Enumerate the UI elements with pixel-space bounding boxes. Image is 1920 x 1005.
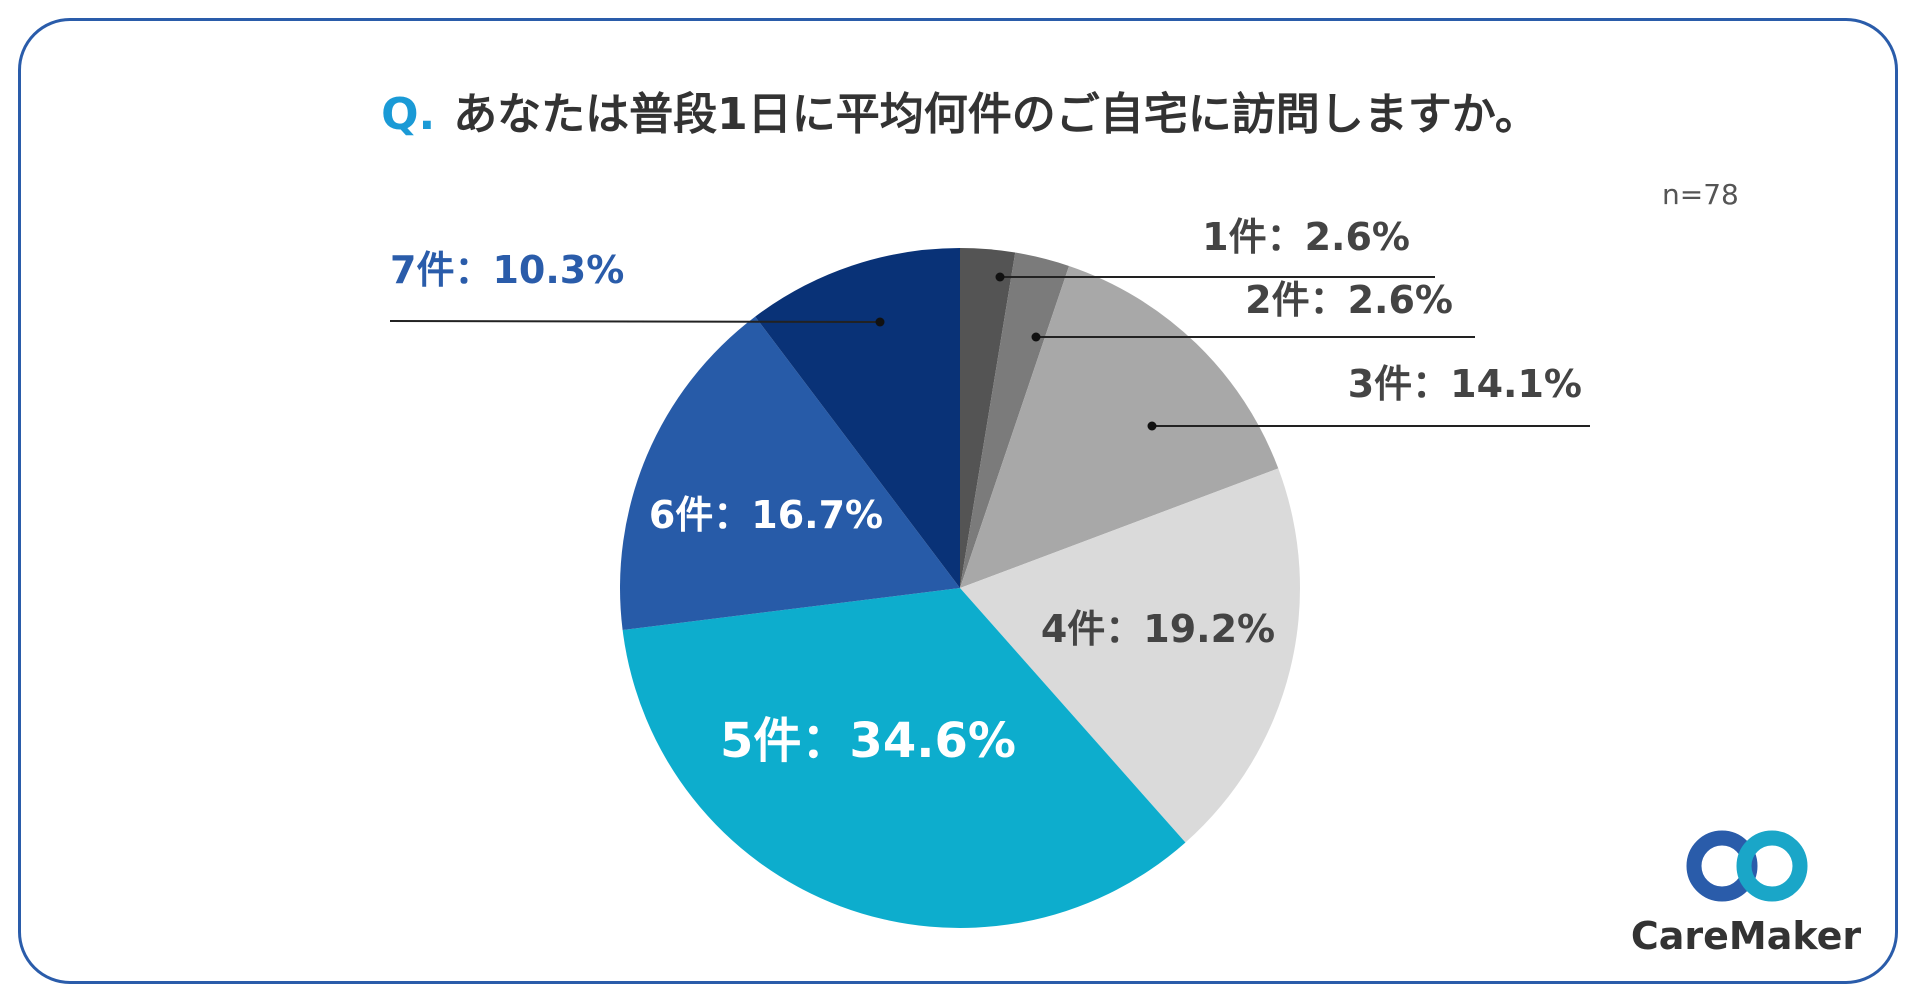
leader-line-7: [389, 320, 881, 323]
slice-label-4: 4件：19.2%: [1041, 607, 1275, 651]
pie-slice-7: [755, 248, 960, 588]
slice-label-2: 2件：2.6%: [1245, 278, 1453, 322]
caremaker-logo: CareMaker: [1626, 822, 1866, 962]
question-mark: Q.: [381, 89, 436, 140]
question-text: あなたは普段1日に平均何件のご自宅に訪問しますか。: [453, 89, 1539, 140]
slice-label-6: 6件：16.7%: [649, 493, 883, 537]
leader-dot-7: [875, 317, 885, 327]
logo-text: CareMaker: [1630, 914, 1862, 958]
pie-slice-3: [960, 265, 1279, 588]
pie-slice-1: [960, 248, 1016, 588]
sample-size: n=78: [1662, 178, 1739, 211]
leader-dot-3: [1147, 421, 1157, 431]
pie-slice-5: [622, 588, 1186, 928]
logo-icon: [1686, 830, 1808, 902]
question-title: Q. あなたは普段1日に平均何件のご自宅に訪問しますか。: [0, 78, 1920, 142]
slice-label-1: 1件：2.6%: [1202, 215, 1410, 259]
leader-dot-2: [1031, 332, 1041, 342]
pie-slice-4: [960, 468, 1300, 843]
leader-dot-1: [995, 272, 1005, 282]
slice-label-7: 7件：10.3%: [390, 248, 624, 292]
pie-slice-6: [620, 316, 960, 631]
slice-label-5: 5件：34.6%: [720, 713, 1016, 769]
slice-label-3: 3件：14.1%: [1348, 362, 1582, 406]
